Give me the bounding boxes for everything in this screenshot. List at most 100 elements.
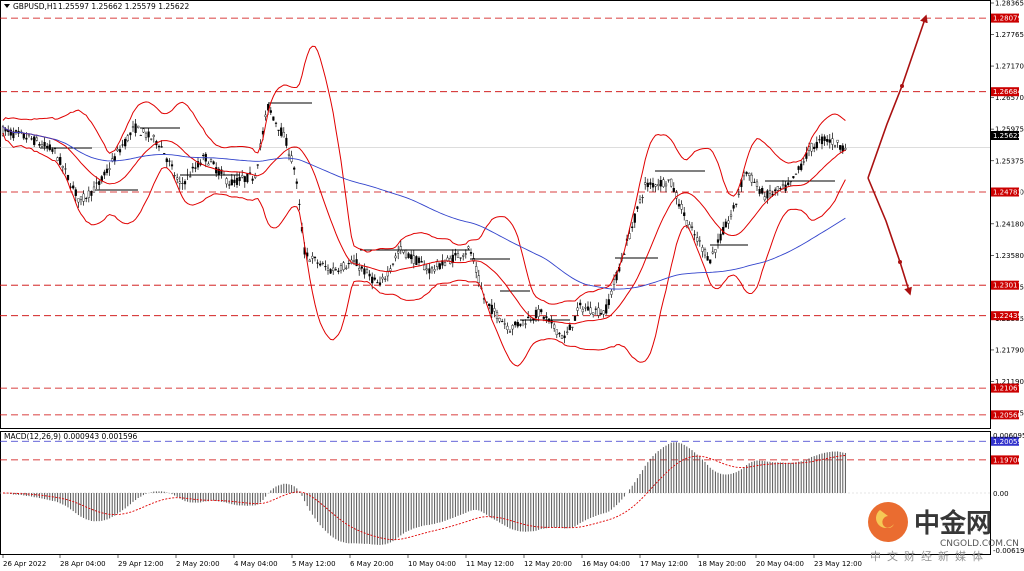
candle-body bbox=[12, 131, 15, 139]
candle-body bbox=[25, 137, 28, 140]
candle-body bbox=[628, 233, 631, 239]
candle-body bbox=[108, 168, 111, 170]
candle-body bbox=[464, 253, 467, 255]
candle-body bbox=[295, 181, 298, 184]
candle-body bbox=[134, 123, 137, 133]
candle-body bbox=[714, 249, 717, 253]
candle-body bbox=[287, 153, 291, 156]
level-badge bbox=[991, 280, 1019, 290]
candle-body bbox=[800, 163, 803, 170]
candle-body bbox=[274, 122, 278, 124]
candle-body bbox=[495, 311, 499, 320]
candle-body bbox=[407, 253, 410, 259]
candle-body bbox=[732, 205, 735, 209]
candle-body bbox=[160, 146, 163, 148]
level-badges: 1.28079 1.26684 1.24783 1.23017 1.22439 1.210… bbox=[991, 13, 1022, 465]
level-badge-label: 1.22439 bbox=[993, 312, 1022, 320]
candle-body bbox=[251, 178, 254, 181]
candle-body bbox=[607, 299, 610, 306]
time-label: 5 May 12:00 bbox=[292, 560, 336, 568]
candle-body bbox=[659, 180, 662, 187]
candle-body bbox=[519, 323, 522, 326]
projection-arrows bbox=[867, 14, 928, 296]
candle-body bbox=[30, 138, 33, 140]
candle-body bbox=[131, 126, 135, 128]
candle-body bbox=[802, 161, 805, 163]
candle-body bbox=[477, 275, 480, 283]
symbol-header[interactable]: GBPUSD,H1 1.25597 1.25662 1.25579 1.2562… bbox=[4, 2, 189, 11]
candle-body bbox=[269, 110, 272, 113]
candle-body bbox=[709, 259, 712, 264]
candle-body bbox=[605, 304, 608, 314]
candle-body bbox=[685, 220, 688, 226]
candle-body bbox=[165, 158, 168, 163]
candle-body bbox=[144, 132, 148, 138]
candle-body bbox=[568, 324, 571, 331]
candle-body bbox=[152, 134, 155, 137]
candle-body bbox=[225, 178, 228, 185]
candle-body bbox=[35, 137, 38, 141]
candle-body bbox=[841, 145, 844, 152]
candle-body bbox=[576, 307, 579, 311]
candle-body bbox=[183, 181, 187, 185]
candle-body bbox=[397, 251, 400, 254]
candle-body bbox=[360, 266, 363, 269]
candle-body bbox=[358, 267, 361, 271]
candle-body bbox=[560, 335, 564, 339]
candle-body bbox=[389, 268, 392, 272]
candle-body bbox=[690, 226, 694, 228]
candle-body bbox=[670, 178, 673, 187]
candle-body bbox=[586, 306, 590, 311]
candle-body bbox=[657, 184, 660, 186]
price-tick-label: 1.24180 bbox=[995, 220, 1024, 228]
candle-body bbox=[644, 182, 647, 185]
macd-header: MACD(12,26,9) 0.000943 0.001596 bbox=[4, 432, 138, 441]
candle-body bbox=[701, 247, 704, 252]
candle-body bbox=[74, 189, 77, 196]
candle-body bbox=[298, 203, 301, 205]
candle-body bbox=[815, 141, 818, 149]
candle-body bbox=[534, 309, 538, 319]
candle-body bbox=[451, 254, 454, 263]
candle-body bbox=[820, 136, 824, 145]
candle-body bbox=[66, 174, 70, 180]
candle-body bbox=[831, 138, 834, 145]
bollinger-lower bbox=[2, 132, 846, 367]
price-tick-label: 1.21190 bbox=[995, 378, 1024, 386]
macd-axis-top: 0.006095 bbox=[993, 432, 1024, 440]
candle-body bbox=[823, 136, 826, 141]
candle-body bbox=[285, 137, 288, 146]
candle-body bbox=[592, 312, 595, 315]
candle-body bbox=[246, 173, 249, 183]
time-label: 23 May 12:00 bbox=[814, 560, 862, 568]
candle-body bbox=[537, 309, 540, 317]
candle-body bbox=[716, 239, 720, 243]
candle-body bbox=[332, 267, 335, 272]
candle-body bbox=[768, 189, 772, 194]
candle-body bbox=[612, 279, 616, 285]
candle-body bbox=[347, 263, 350, 265]
candle-body bbox=[631, 226, 634, 228]
watermark-tagline: 中文财经新媒体 bbox=[870, 549, 989, 563]
price-tick-label: 1.28365 bbox=[995, 0, 1024, 8]
candle-body bbox=[254, 175, 257, 178]
level-badge-label: 1.21067 bbox=[993, 385, 1022, 393]
candle-body bbox=[212, 161, 215, 165]
candle-body bbox=[72, 185, 75, 189]
candle-body bbox=[727, 220, 730, 224]
candle-body bbox=[693, 234, 696, 236]
candle-body bbox=[646, 182, 649, 188]
candle-body bbox=[129, 132, 132, 136]
candle-body bbox=[282, 132, 285, 138]
candle-body bbox=[22, 133, 25, 139]
candle-body bbox=[516, 322, 519, 327]
dropdown-triangle-icon[interactable] bbox=[4, 4, 10, 8]
candle-body bbox=[766, 190, 769, 199]
candle-body bbox=[342, 262, 345, 270]
price-tick-label: 1.21790 bbox=[995, 346, 1024, 354]
candle-body bbox=[319, 263, 322, 266]
candle-body bbox=[443, 262, 447, 267]
level-badge bbox=[991, 87, 1019, 97]
candle-body bbox=[836, 139, 839, 143]
